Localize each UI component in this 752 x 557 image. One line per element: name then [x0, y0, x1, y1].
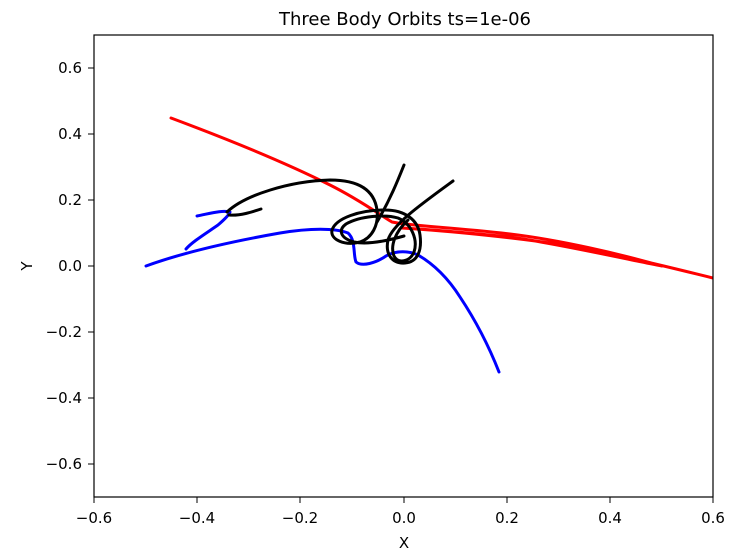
y-tick-label: −0.4 [46, 389, 82, 407]
series-group [144, 116, 713, 374]
series-body-1 [169, 116, 713, 280]
y-axis-label: Y [18, 261, 36, 272]
plot-area [93, 34, 714, 498]
series-body-3 [225, 163, 455, 265]
x-tick-label: 0.4 [598, 509, 622, 527]
y-tick-label: 0.2 [58, 191, 82, 209]
y-axis: −0.6 −0.4 −0.2 0.0 0.2 0.4 0.6 Y [18, 59, 94, 473]
x-tick-label: 0.6 [701, 509, 725, 527]
x-axis: −0.6 −0.4 −0.2 0.0 0.2 0.4 0.6 X [76, 497, 725, 552]
series-body-2 [144, 209, 501, 374]
x-tick-label: −0.4 [179, 509, 215, 527]
y-tick-label: 0.6 [58, 59, 82, 77]
axes-background [94, 35, 713, 497]
x-axis-label: X [399, 534, 409, 552]
y-tick-label: −0.6 [46, 455, 82, 473]
x-tick-label: −0.6 [76, 509, 112, 527]
y-tick-label: 0.0 [58, 257, 82, 275]
y-tick-label: −0.2 [46, 323, 82, 341]
x-tick-label: 0.2 [495, 509, 519, 527]
y-tick-label: 0.4 [58, 125, 82, 143]
chart-title: Three Body Orbits ts=1e-06 [278, 9, 531, 30]
x-tick-label: −0.2 [282, 509, 318, 527]
x-tick-label: 0.0 [392, 509, 416, 527]
